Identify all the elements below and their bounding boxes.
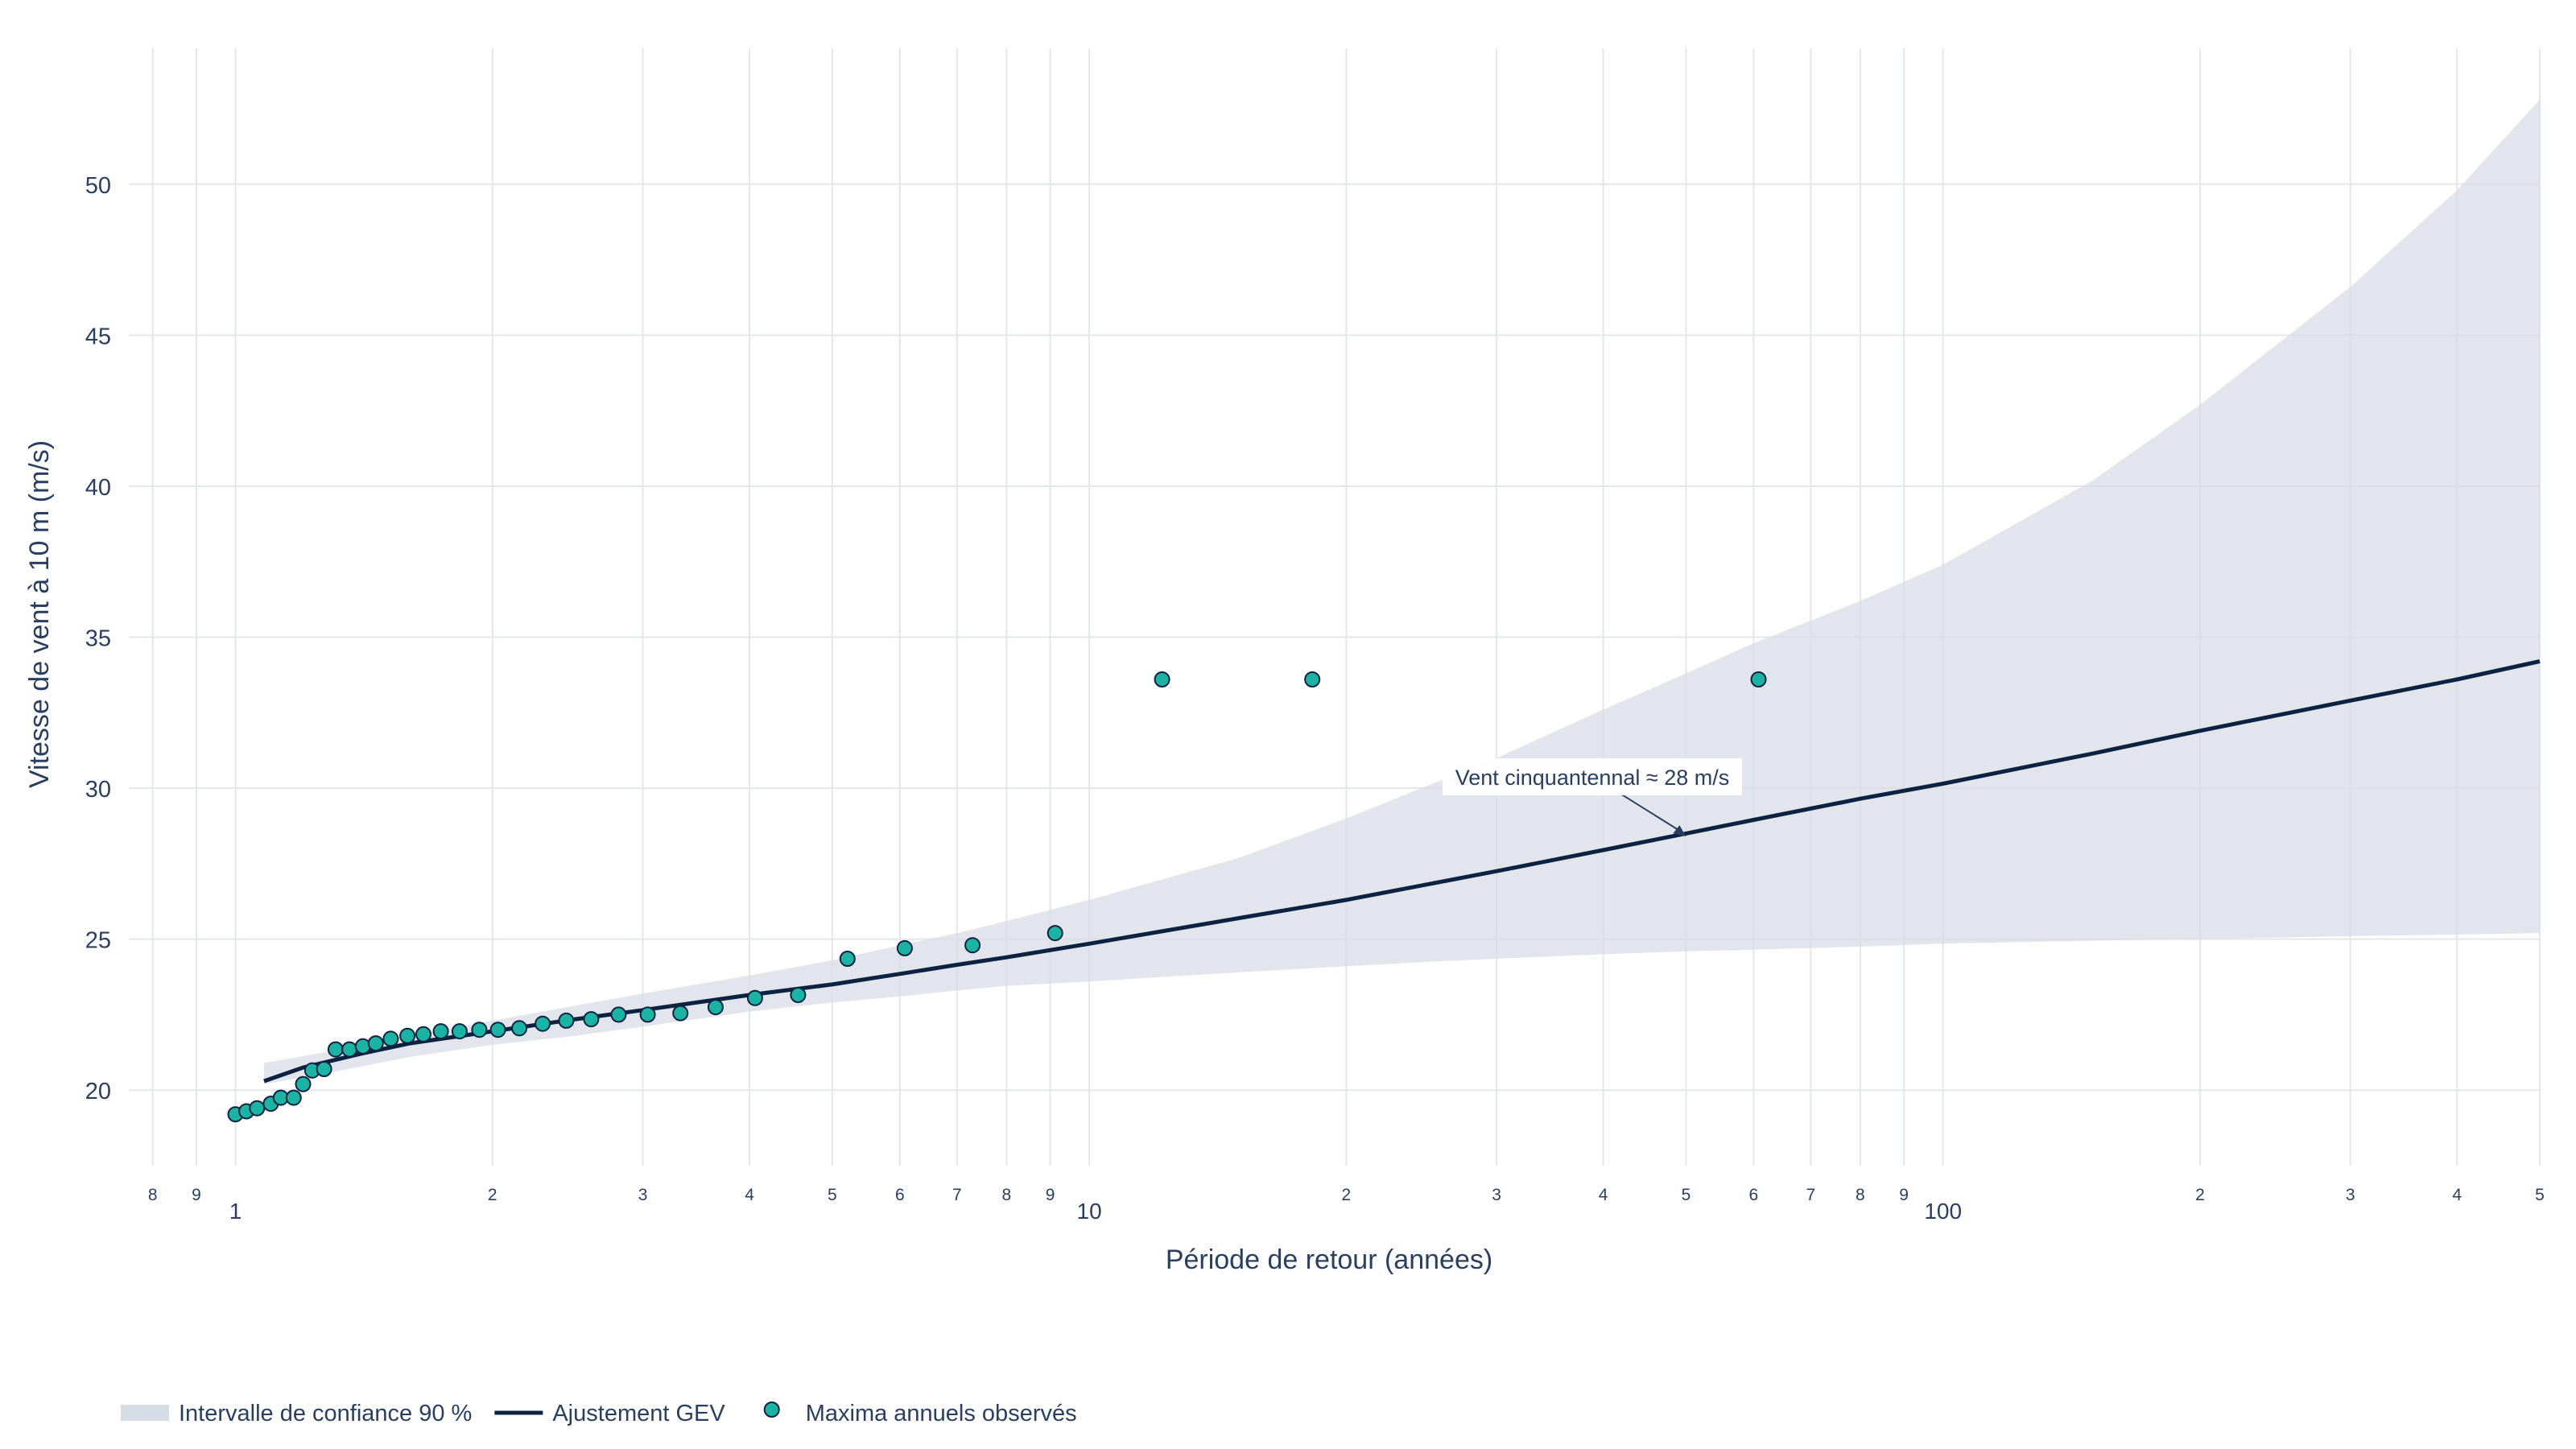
x-minor-tick-label: 5: [828, 1186, 837, 1204]
x-minor-tick-label: 6: [895, 1186, 905, 1204]
observed-maximum-point: [896, 939, 913, 956]
legend-label: Intervalle de confiance 90 %: [179, 1401, 472, 1426]
observed-maximum-point: [399, 1027, 416, 1044]
gev-fit-layer: [263, 659, 2541, 1084]
x-minor-tick-label: 4: [745, 1186, 754, 1204]
y-tick-label: 35: [85, 626, 111, 652]
observed-maximum-point: [327, 1041, 344, 1058]
observed-maximum-point: [471, 1022, 488, 1038]
observed-maximum-point: [839, 951, 856, 967]
observed-maximum-point: [535, 1015, 551, 1032]
legend-band-swatch: [121, 1405, 169, 1421]
x-minor-tick-label: 9: [1046, 1186, 1055, 1204]
observed-maximum-point: [672, 1005, 689, 1022]
x-major-tick-label: 10: [1077, 1199, 1102, 1224]
legend[interactable]: Intervalle de confiance 90 % Ajustement G…: [121, 1401, 1077, 1426]
observed-maximum-point: [964, 937, 981, 954]
x-minor-tick-label: 7: [1806, 1186, 1816, 1204]
x-minor-tick-label: 8: [1001, 1186, 1011, 1204]
observed-maximum-point: [707, 999, 724, 1016]
x-major-tick-label: 1: [229, 1199, 242, 1224]
y-tick-label: 50: [85, 173, 111, 199]
x-minor-tick-label: 8: [1856, 1186, 1865, 1204]
x-minor-tick-label: 9: [1899, 1186, 1909, 1204]
x-minor-tick-label: 2: [1342, 1186, 1352, 1204]
x-minor-tick-label: 2: [488, 1186, 497, 1204]
observed-maximum-point: [610, 1006, 627, 1023]
observed-maximum-point: [432, 1023, 449, 1040]
observed-maximum-point: [558, 1012, 575, 1029]
observed-maximum-point: [285, 1089, 302, 1106]
annotation-layer: Vent cinquantennal ≈ 28 m/s: [1443, 758, 1742, 837]
x-minor-tick-label: 2: [2195, 1186, 2205, 1204]
observed-maximum-point: [583, 1011, 600, 1028]
x-minor-tick-label: 5: [1682, 1186, 1691, 1204]
legend-item[interactable]: Intervalle de confiance 90 %: [121, 1401, 472, 1426]
observed-maximum-point: [1046, 925, 1063, 942]
observed-maximum-point: [249, 1100, 266, 1117]
x-minor-tick-label: 4: [1599, 1186, 1608, 1204]
legend-item[interactable]: Ajustement GEV: [494, 1401, 725, 1426]
legend-label: Maxima annuels observés: [806, 1401, 1077, 1426]
annotation-arrow-line: [1620, 793, 1682, 832]
observed-maximum-point: [316, 1061, 332, 1077]
observed-maximum-point: [415, 1026, 431, 1042]
observed-maximum-point: [382, 1030, 399, 1047]
x-major-tick-label: 100: [1924, 1199, 1962, 1224]
x-minor-tick-label: 9: [192, 1186, 201, 1204]
observed-points-layer: [227, 671, 1767, 1123]
gev-fit-line: [263, 659, 2541, 1084]
annotation-arrow-head: [1673, 825, 1686, 837]
observed-maximum-point: [1750, 671, 1767, 687]
observed-maximum-point: [790, 987, 807, 1003]
x-minor-tick-label: 4: [2452, 1186, 2462, 1204]
y-tick-label: 25: [85, 928, 111, 954]
y-tick-label: 30: [85, 777, 111, 803]
annotation-box: [1443, 758, 1742, 795]
observed-maximum-point: [746, 989, 763, 1006]
x-minor-tick-label: 5: [2535, 1186, 2545, 1204]
observed-maximum-point: [489, 1022, 506, 1038]
observed-maximum-point: [1154, 671, 1170, 687]
y-axis-title: Vitesse de vent à 10 m (m/s): [24, 440, 55, 788]
observed-maximum-point: [639, 1006, 656, 1023]
observed-maximum-point: [341, 1041, 358, 1058]
x-axis-title: Période de retour (années): [1166, 1245, 1492, 1275]
observed-maximum-point: [295, 1075, 312, 1092]
observed-maximum-point: [1304, 671, 1321, 687]
legend-item[interactable]: Maxima annuels observés: [763, 1401, 1077, 1426]
legend-marker-swatch: [763, 1402, 780, 1418]
observed-maximum-point: [354, 1038, 371, 1055]
observed-maximum-point: [451, 1023, 468, 1040]
confidence-band-layer: [264, 99, 2540, 1084]
y-tick-label: 45: [85, 324, 111, 349]
annotation-label: Vent cinquantennal ≈ 28 m/s: [1455, 766, 1730, 790]
y-tick-label: 40: [85, 475, 111, 501]
observed-maximum-point: [511, 1020, 528, 1037]
legend-label: Ajustement GEV: [552, 1401, 725, 1426]
confidence-band: [264, 99, 2540, 1084]
y-tick-label: 20: [85, 1079, 111, 1104]
x-minor-tick-label: 8: [148, 1186, 158, 1204]
x-minor-tick-label: 3: [638, 1186, 648, 1204]
observed-maximum-point: [367, 1035, 384, 1052]
x-minor-tick-label: 3: [1492, 1186, 1501, 1204]
x-minor-tick-label: 3: [2346, 1186, 2355, 1204]
x-minor-tick-label: 7: [952, 1186, 962, 1204]
x-minor-tick-label: 6: [1749, 1186, 1759, 1204]
